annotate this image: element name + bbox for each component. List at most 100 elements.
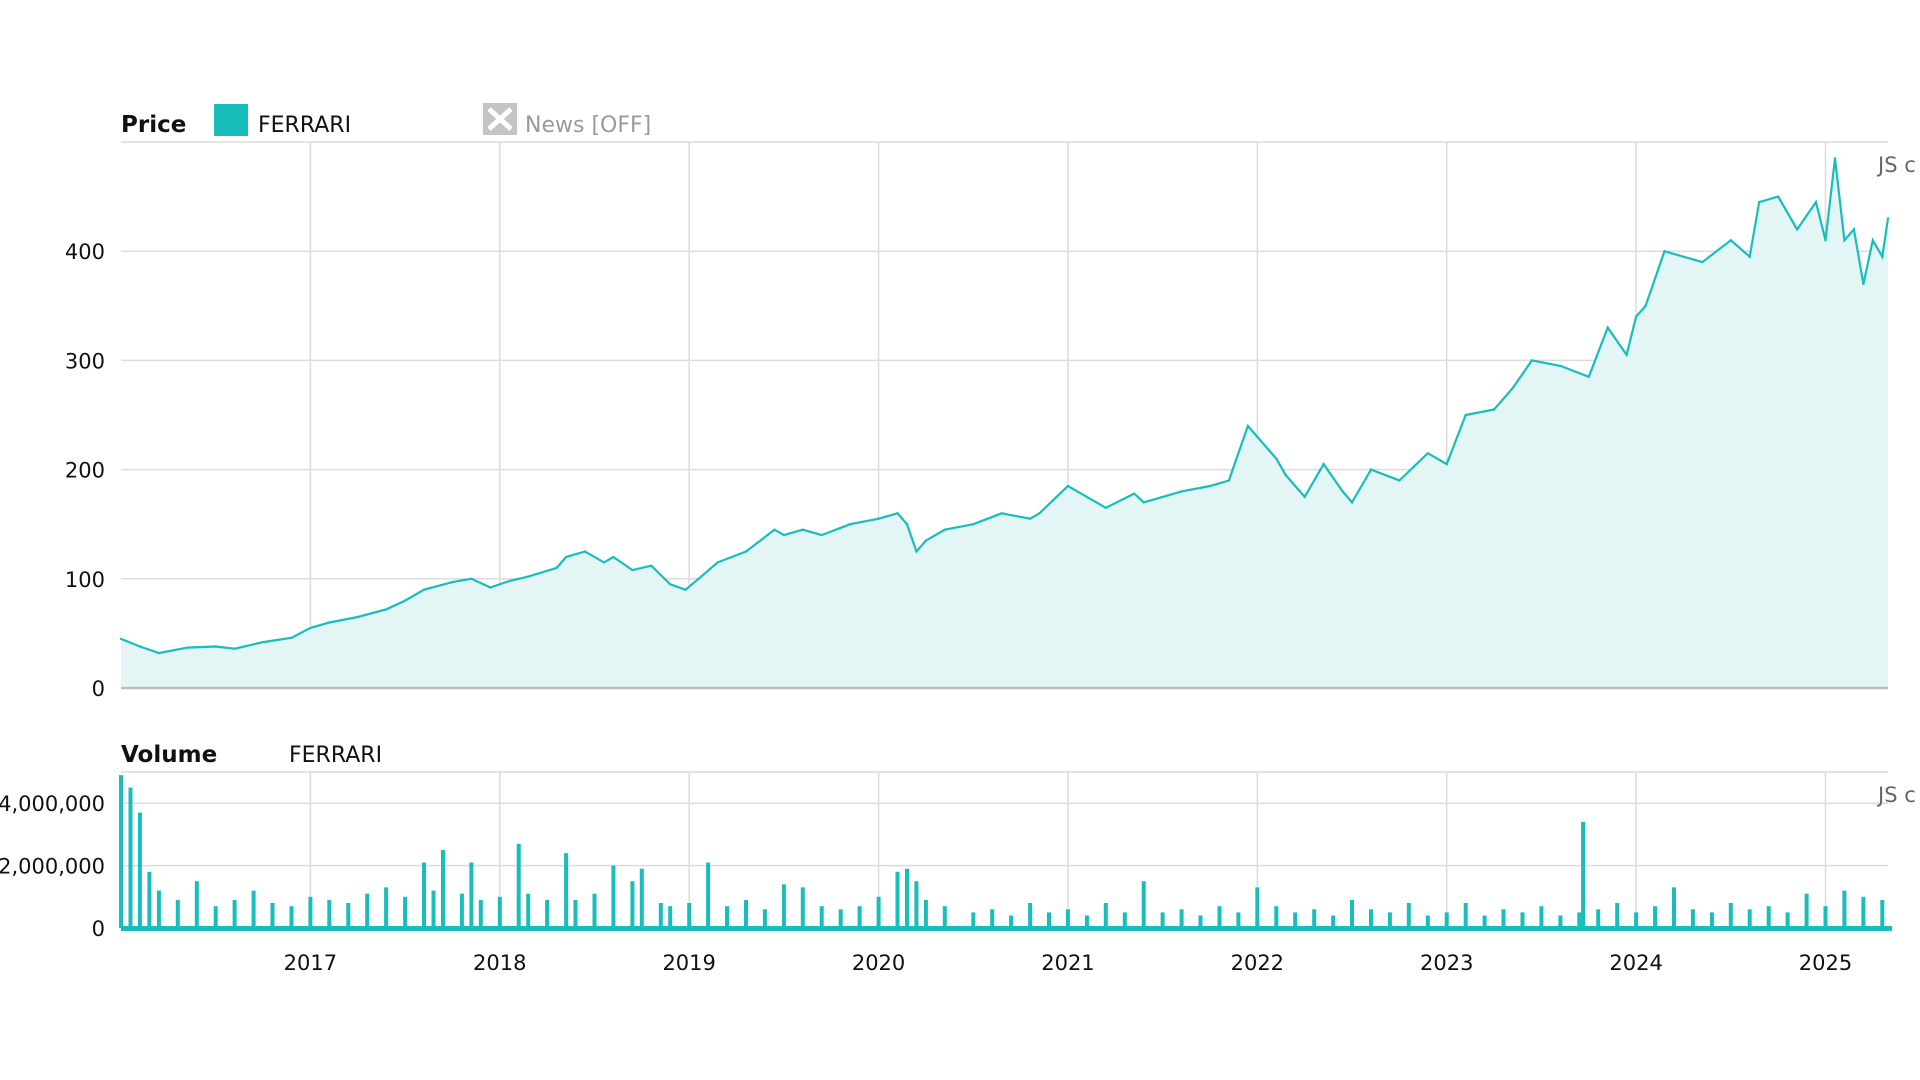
price-point (1886, 217, 1890, 220)
volume-bar (1293, 912, 1298, 928)
price-series-line (120, 158, 1890, 655)
news-toggle-label[interactable]: News [OFF] (525, 113, 651, 138)
price-point (877, 517, 880, 520)
price-point (1862, 282, 1865, 286)
price-point (1492, 408, 1496, 411)
price-point (1748, 255, 1751, 258)
volume-bar (478, 899, 483, 928)
price-point (1644, 304, 1647, 307)
x-tick-label: 2023 (1420, 951, 1473, 975)
volume-bar (781, 884, 786, 928)
volume-bar (971, 912, 976, 928)
volume-bar (384, 887, 389, 928)
volume-bar (1255, 887, 1260, 928)
price-points (119, 157, 1890, 655)
volume-legend-series-name[interactable]: FERRARI (289, 743, 382, 768)
volume-bar (1577, 912, 1582, 928)
volume-bar (1425, 915, 1430, 928)
price-point (744, 550, 748, 553)
volume-bar (1804, 893, 1809, 928)
volume-bar (611, 865, 616, 928)
volume-y-axis: 0 2,000,000 4,000,000 (0, 792, 105, 941)
close-x-icon (483, 103, 517, 135)
price-point (186, 646, 189, 649)
price-point (716, 561, 719, 564)
price-point (1511, 386, 1515, 389)
volume-bar (744, 899, 748, 928)
price-point (1871, 239, 1875, 242)
price-point (508, 579, 511, 583)
price-point (669, 583, 672, 586)
price-point (1104, 506, 1108, 509)
volume-bar (942, 906, 947, 928)
volume-bar (800, 887, 805, 928)
price-point (1833, 157, 1837, 160)
price-point (119, 637, 123, 641)
price-point (1606, 326, 1609, 329)
price-point (1028, 517, 1032, 520)
volume-y-tick-label: 2,000,000 (0, 855, 105, 879)
volume-bar (270, 903, 275, 928)
price-point (290, 636, 293, 639)
volume-bar (905, 868, 909, 928)
volume-bar (175, 899, 180, 928)
price-point (943, 528, 946, 531)
volume-bar (914, 881, 919, 928)
price-point (1180, 490, 1183, 493)
volume-bar (1581, 821, 1586, 928)
price-point (972, 523, 975, 526)
price-point (384, 608, 388, 611)
volume-bar (441, 850, 445, 928)
price-point (1066, 484, 1070, 488)
price-point (1587, 375, 1591, 378)
price-legend-series-name[interactable]: FERRARI (258, 113, 351, 138)
volume-bar (1369, 909, 1373, 928)
volume-bar (1160, 912, 1165, 928)
volume-bar (1709, 912, 1714, 928)
price-point (309, 626, 312, 630)
price-point (1256, 435, 1259, 438)
volume-bar (1236, 912, 1241, 928)
price-point (1663, 250, 1666, 253)
volume-bar (289, 906, 294, 928)
volume-bar (1331, 915, 1336, 928)
price-point (1284, 473, 1287, 477)
price-point (1227, 479, 1231, 482)
news-toggle[interactable]: News [OFF] (483, 103, 651, 138)
volume-bar (762, 909, 767, 928)
volume-bar (1065, 909, 1070, 928)
volume-bar (1047, 912, 1051, 928)
price-point (801, 528, 804, 531)
price-point (1303, 495, 1306, 499)
price-point (1426, 452, 1430, 455)
volume-bar (1539, 906, 1544, 928)
price-point (1208, 484, 1212, 488)
volume-y-tick-label: 4,000,000 (0, 792, 105, 816)
price-panel-label: Price (121, 112, 186, 138)
price-point (905, 523, 909, 526)
volume-bar (895, 871, 900, 928)
x-tick-label: 2022 (1231, 951, 1284, 975)
volume-bar (545, 899, 550, 928)
volume-bar (403, 896, 408, 928)
volume-bar (1179, 909, 1184, 928)
volume-bar (687, 903, 692, 928)
price-point (422, 588, 426, 591)
x-tick-label: 2020 (852, 951, 905, 975)
volume-bar (147, 871, 152, 928)
price-point (1142, 501, 1145, 504)
volume-bar (838, 909, 843, 928)
price-point (1000, 512, 1003, 515)
price-point (1881, 255, 1884, 258)
price-point (1341, 490, 1344, 493)
price-point (261, 640, 265, 644)
price-point (1824, 239, 1827, 242)
volume-bar (1842, 890, 1847, 928)
volume-y-tick-label: 0 (92, 917, 105, 941)
volume-bar (1198, 915, 1203, 928)
volume-bar (564, 853, 569, 928)
price-legend-swatch[interactable] (214, 104, 248, 136)
volume-bar (1122, 912, 1127, 928)
price-point (1322, 462, 1325, 466)
volume-baseline (121, 926, 1892, 931)
